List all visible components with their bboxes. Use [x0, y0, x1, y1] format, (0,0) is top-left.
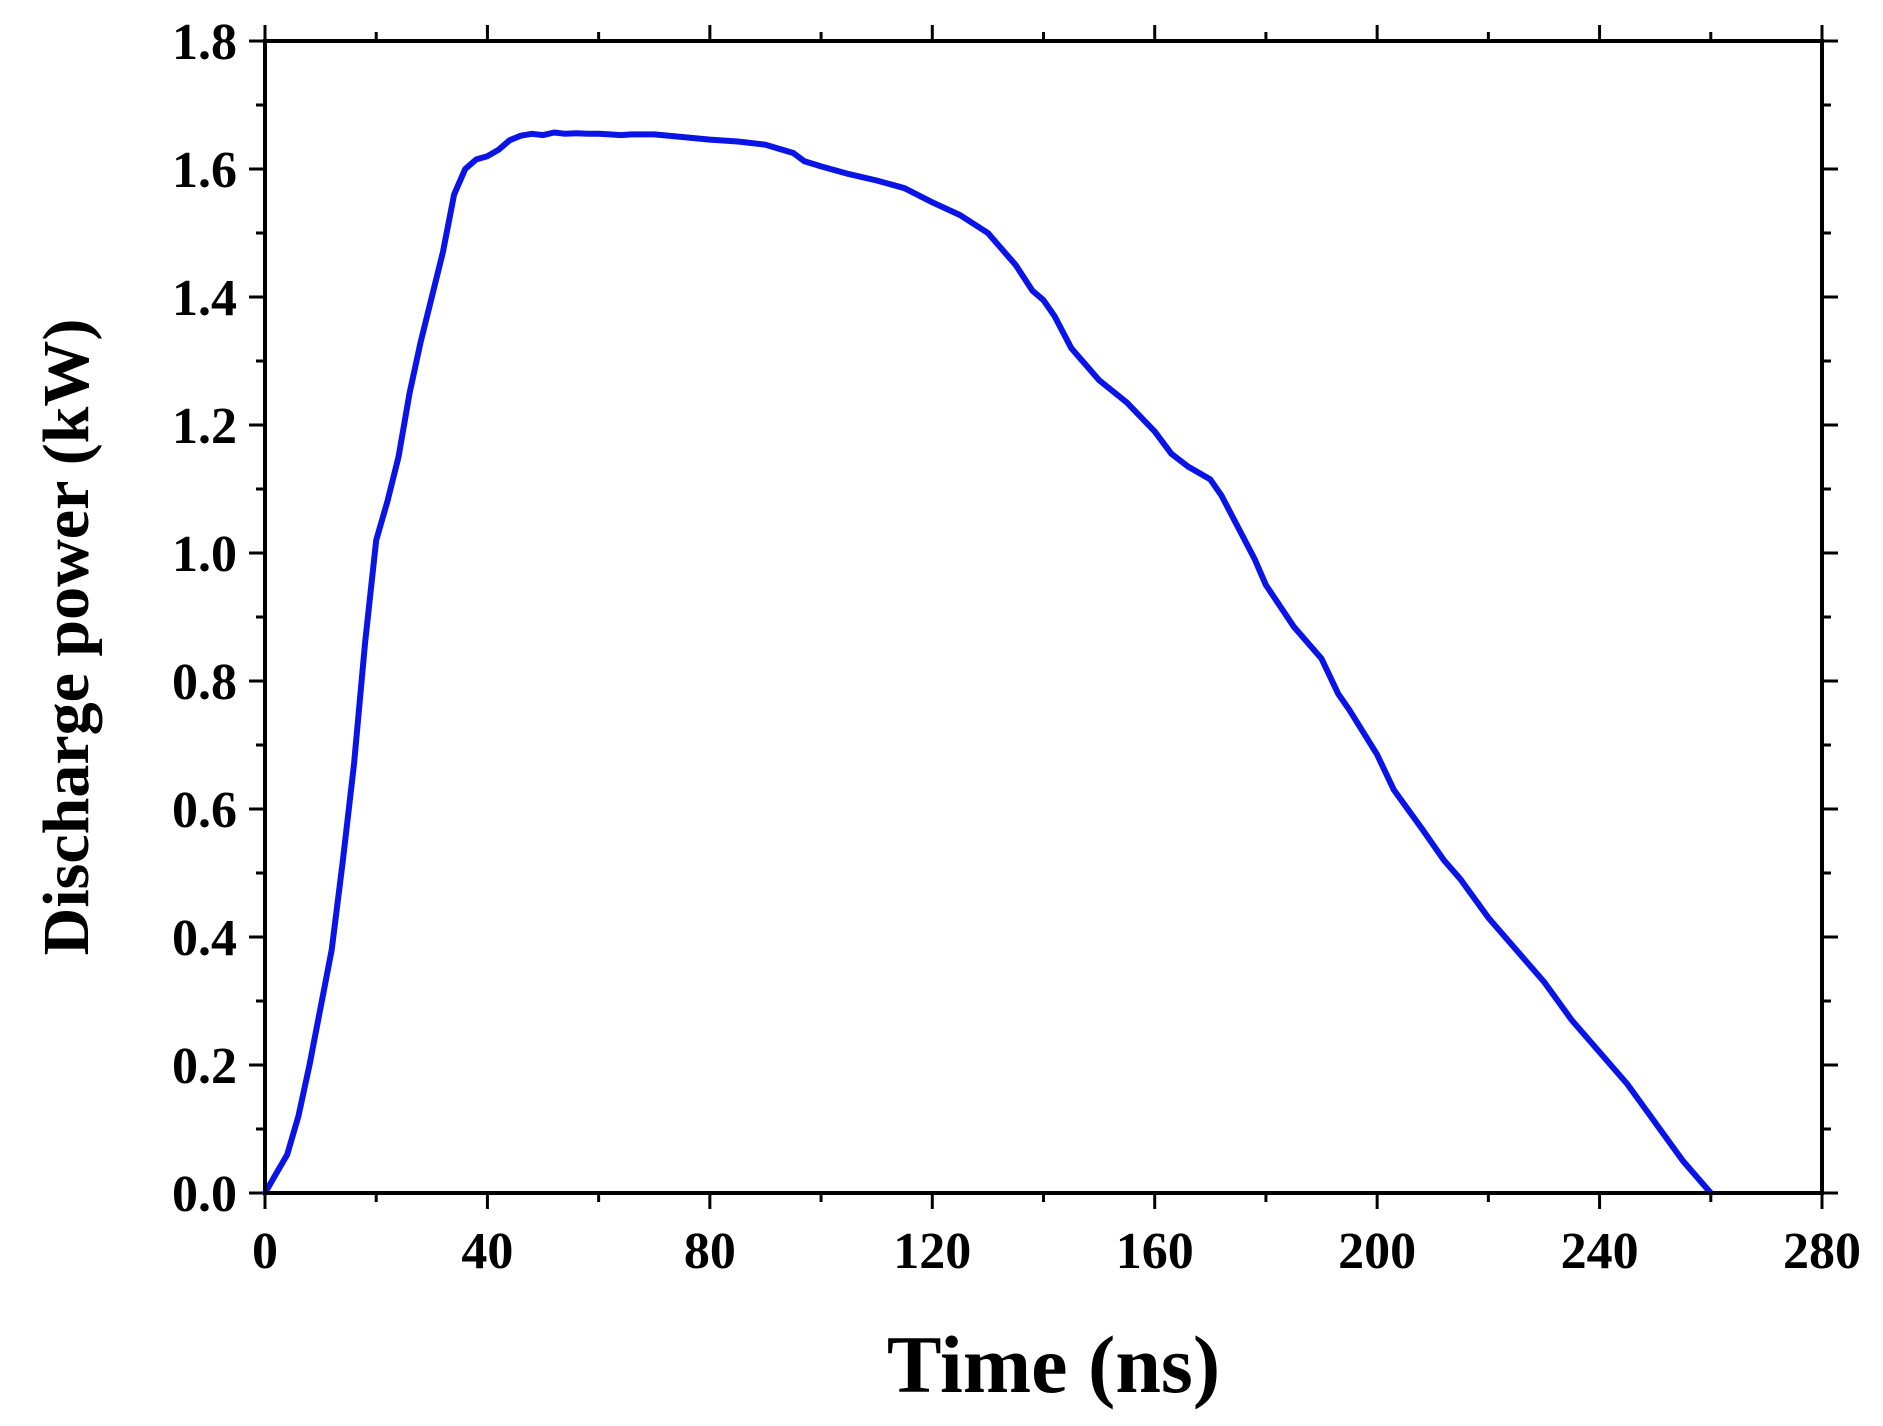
- plot-frame: [263, 39, 1824, 1195]
- x-tick-label: 240: [1561, 1223, 1639, 1280]
- y-tick-label: 0.6: [172, 782, 237, 839]
- x-tick-label: 160: [1116, 1223, 1194, 1280]
- tick-labels: 0 40 80 120 160 200 240 280 0.0 0.2 0.4 0.6 0.8 1.0 1.…: [172, 14, 1861, 1280]
- y-tick-label: 0.8: [172, 654, 237, 711]
- y-tick-label: 0.4: [172, 910, 237, 967]
- x-tick-label: 200: [1338, 1223, 1416, 1280]
- y-tick-label: 0.2: [172, 1038, 237, 1095]
- y-axis-title: Discharge power (kW): [30, 319, 103, 956]
- x-tick-label: 40: [461, 1223, 513, 1280]
- x-tick-label: 0: [252, 1223, 278, 1280]
- y-tick-label: 1.2: [172, 398, 237, 455]
- x-tick-label: 120: [893, 1223, 971, 1280]
- y-tick-label: 0.0: [172, 1166, 237, 1223]
- series-line-discharge-power: [262, 129, 1714, 1196]
- y-tick-label: 1.4: [172, 270, 237, 327]
- x-axis-title: Time (ns): [887, 1319, 1220, 1410]
- y-tick-label: 1.8: [172, 14, 237, 71]
- x-tick-label: 80: [684, 1223, 736, 1280]
- x-tick-label: 280: [1783, 1223, 1861, 1280]
- y-tick-label: 1.0: [172, 526, 237, 583]
- y-tick-label: 1.6: [172, 142, 237, 199]
